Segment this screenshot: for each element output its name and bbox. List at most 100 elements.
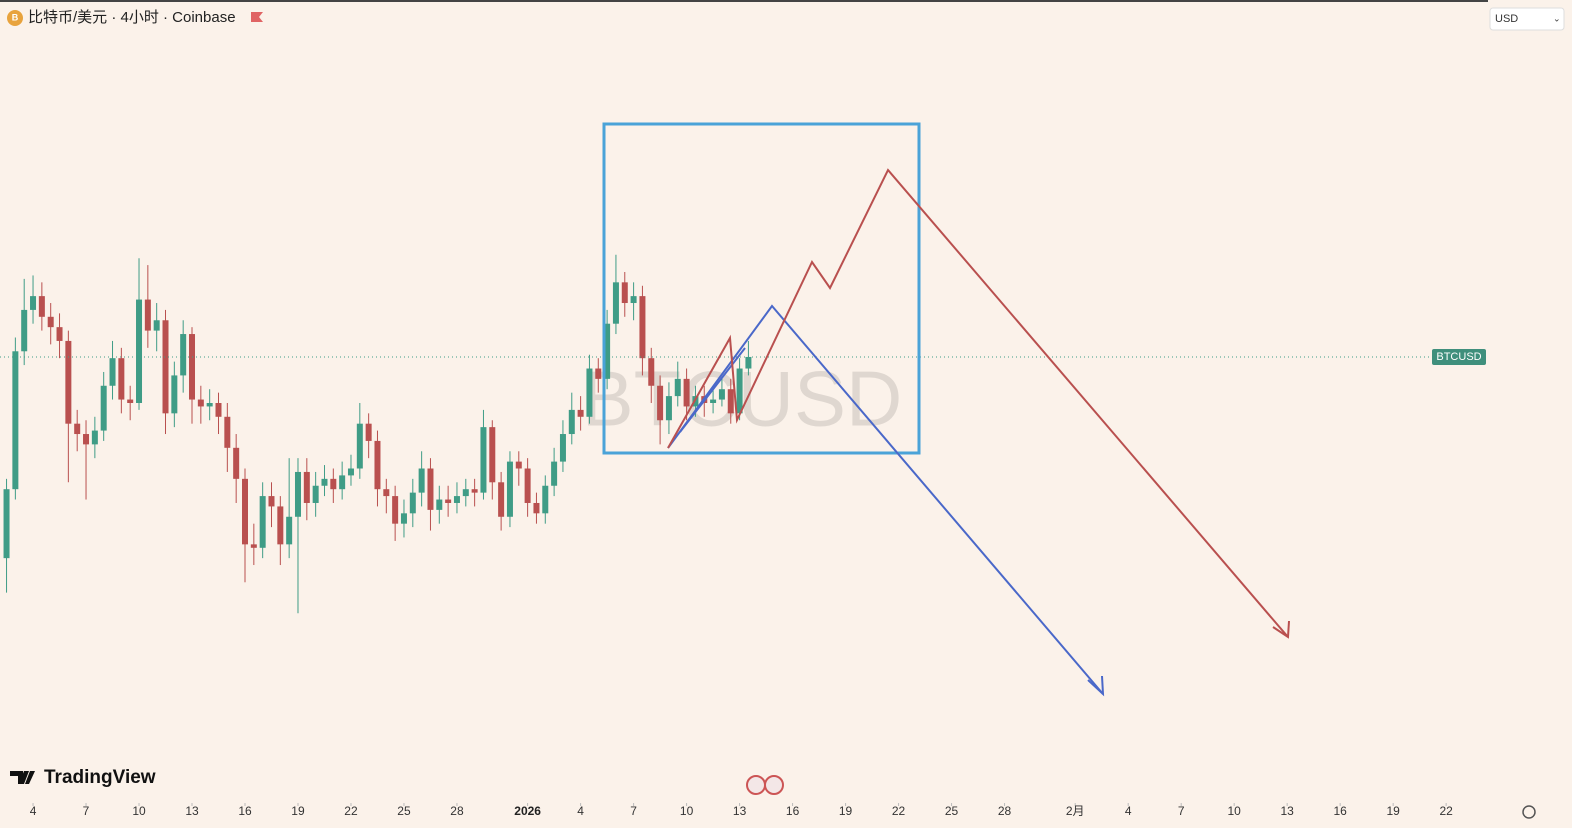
- candle-body: [604, 323, 611, 379]
- candle-body: [745, 356, 752, 369]
- candle-body: [630, 296, 637, 304]
- candle-body: [736, 368, 743, 414]
- candle-body: [259, 496, 266, 548]
- candle-body: [241, 478, 248, 545]
- x-tick-label: 22: [892, 804, 906, 818]
- x-tick-label: 16: [1333, 804, 1347, 818]
- candle-body: [718, 389, 725, 400]
- x-tick-label: 25: [945, 804, 959, 818]
- candle-body: [162, 320, 169, 414]
- candle-body: [577, 409, 584, 417]
- candle-body: [621, 282, 628, 304]
- candle-body: [374, 440, 381, 490]
- event-icon[interactable]: [746, 775, 766, 795]
- candle-body: [65, 340, 72, 424]
- candle-body: [471, 489, 478, 493]
- chart-title: 比特币/美元 · 4小时 · Coinbase: [28, 9, 236, 26]
- x-tick-label: 7: [83, 804, 90, 818]
- flag-icon[interactable]: [251, 12, 263, 22]
- highlight-box: [602, 122, 921, 455]
- candle-body: [542, 485, 549, 514]
- candle-body: [400, 513, 407, 524]
- x-tick-label: 16: [786, 804, 800, 818]
- candle-body: [206, 402, 213, 407]
- currency[interactable]: USD: [1495, 13, 1518, 25]
- coin-icon: [7, 10, 23, 26]
- candle-body: [38, 296, 45, 317]
- candle-body: [286, 516, 293, 545]
- candle-body: [551, 461, 558, 486]
- x-tick-label: 7: [630, 804, 637, 818]
- candle-body: [30, 296, 37, 310]
- x-tick-label: 22: [344, 804, 358, 818]
- candle-body: [453, 496, 460, 503]
- x-tick-label: 10: [132, 804, 146, 818]
- blue-arrowhead: [1087, 675, 1105, 697]
- candle-body: [100, 385, 107, 431]
- candle-body: [74, 423, 81, 435]
- blue-path: [667, 304, 1104, 695]
- candle-body: [312, 485, 319, 503]
- candle-body: [612, 282, 619, 324]
- candle-body: [683, 378, 690, 407]
- candle-body: [674, 378, 681, 397]
- candle-body: [462, 489, 469, 497]
- candle-body: [197, 399, 204, 407]
- candle-body: [215, 402, 222, 417]
- x-tick-label: 19: [1386, 804, 1400, 818]
- candle-body: [365, 423, 372, 441]
- candle-body: [83, 434, 90, 445]
- candle-body: [559, 434, 566, 462]
- candle-body: [586, 368, 593, 417]
- candle-body: [56, 327, 63, 341]
- candle-body: [268, 496, 275, 507]
- candle-body: [224, 416, 231, 448]
- candle-body: [153, 320, 160, 331]
- x-tick-label: 2026: [514, 804, 541, 818]
- candle-body: [277, 506, 284, 545]
- candle-body: [127, 399, 134, 403]
- candle-body: [294, 471, 301, 517]
- brand: TradingView: [44, 767, 156, 788]
- candle-body: [347, 468, 354, 476]
- x-tick-label: 19: [839, 804, 853, 818]
- candle-body: [657, 385, 664, 421]
- candle-body: [330, 478, 337, 490]
- candle-body: [665, 396, 672, 421]
- x-tick-label: 16: [238, 804, 252, 818]
- candle-body: [480, 427, 487, 493]
- red-arrowhead: [1272, 620, 1290, 639]
- symbol-tag: [1432, 348, 1486, 365]
- candle-body: [568, 409, 575, 435]
- event-icon[interactable]: [764, 775, 784, 795]
- candle-body: [727, 389, 734, 414]
- candle-body: [180, 334, 187, 376]
- candle-body: [595, 368, 602, 379]
- x-tick-label: 25: [397, 804, 411, 818]
- candle-body: [233, 447, 240, 479]
- x-tick-label: 13: [185, 804, 199, 818]
- coin-icon-glyph: B: [12, 12, 19, 22]
- currency-box[interactable]: [1489, 7, 1565, 31]
- candle-body: [418, 468, 425, 493]
- x-tick-label: 2月: [1066, 804, 1085, 818]
- candle-body: [189, 334, 196, 400]
- x-tick-label: 4: [1125, 804, 1132, 818]
- price-axis: [1488, 0, 1572, 828]
- settings-icon[interactable]: [1522, 805, 1536, 819]
- candle-body: [489, 427, 496, 483]
- symbol-label: BTCUSD: [1436, 351, 1481, 363]
- candle-body: [339, 475, 346, 490]
- x-tick-label: 13: [733, 804, 747, 818]
- top-border: [0, 0, 1572, 2]
- candle-body: [12, 351, 19, 490]
- candle-body: [639, 296, 646, 359]
- x-tick-label: 7: [1178, 804, 1185, 818]
- brand-logo: [10, 771, 35, 784]
- candle-body: [356, 423, 363, 469]
- x-tick-label: 13: [1280, 804, 1294, 818]
- currency-caret[interactable]: ⌄: [1553, 13, 1561, 23]
- candle-body: [392, 496, 399, 524]
- candle-body: [118, 358, 125, 400]
